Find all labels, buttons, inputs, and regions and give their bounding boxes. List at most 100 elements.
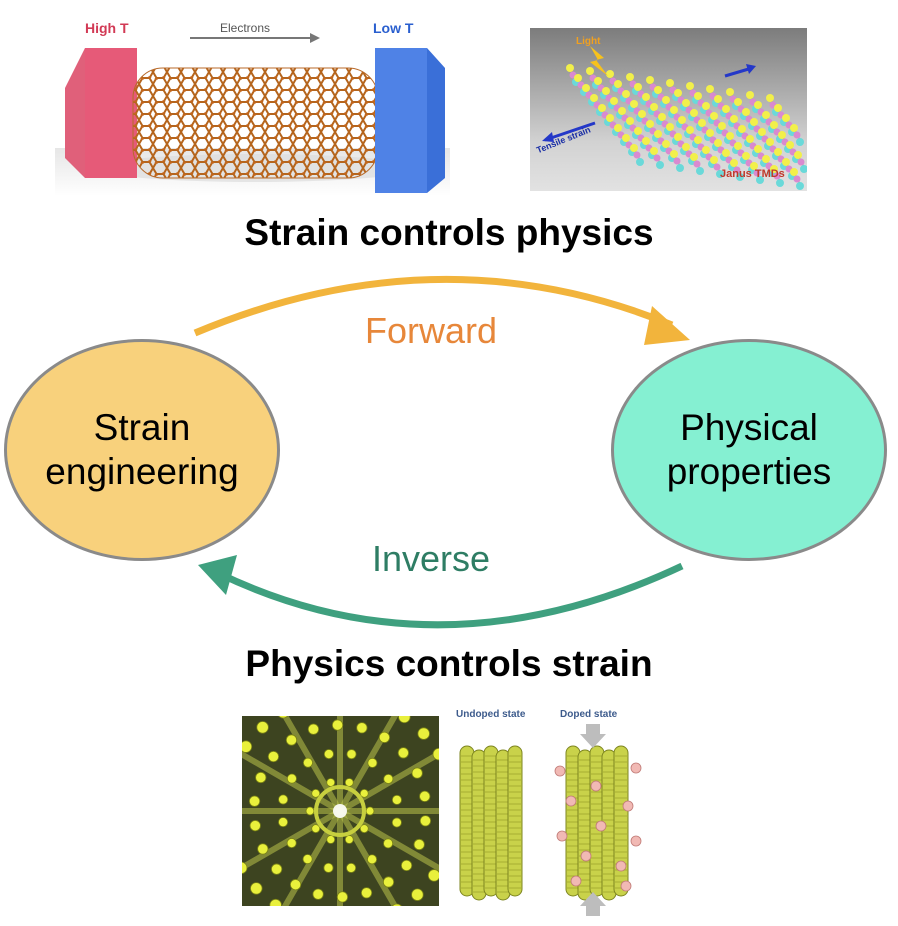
yellow-atom	[674, 89, 682, 97]
nanotube-thermal-illustration: High T Electrons Low T	[55, 18, 450, 196]
yellow-atom	[762, 155, 770, 163]
pink-atom	[673, 157, 681, 165]
yellow-atom	[750, 118, 758, 126]
tensile-arrow-right	[724, 66, 753, 78]
cyan-atom	[756, 176, 764, 184]
yellow-atom	[742, 108, 750, 116]
cyan-atom	[656, 161, 664, 169]
light-bolt	[590, 46, 608, 76]
compression-arrow-top	[580, 724, 606, 748]
yellow-atom	[770, 121, 778, 129]
yellow-atom	[794, 151, 802, 159]
compression-arrow-bottom	[580, 892, 606, 916]
physical-properties-node: Physical properties	[611, 339, 887, 561]
yellow-atom	[658, 113, 666, 121]
yellow-atom	[754, 101, 762, 109]
yellow-atom	[778, 131, 786, 139]
nanotube-bundle-crosssection	[242, 716, 439, 906]
yellow-atom	[742, 152, 750, 160]
pink-atom	[773, 172, 781, 180]
yellow-atom	[694, 136, 702, 144]
yellow-atom	[634, 127, 642, 135]
yellow-atom	[630, 100, 638, 108]
pink-atom	[797, 158, 805, 166]
yellow-atom	[594, 77, 602, 85]
low-t-label: Low T	[373, 20, 414, 36]
yellow-atom	[790, 168, 798, 176]
strain-engineering-line1: Strain	[93, 407, 191, 448]
yellow-atom	[774, 148, 782, 156]
yellow-atom	[666, 123, 674, 131]
strain-engineering-line2: engineering	[45, 451, 239, 492]
yellow-atom	[750, 162, 758, 170]
cyan-atom	[716, 170, 724, 178]
yellow-atom	[654, 130, 662, 138]
doped-bundle-illustration: Undoped state Doped state	[448, 706, 648, 916]
yellow-atom	[726, 132, 734, 140]
yellow-atom	[738, 125, 746, 133]
pink-atom	[793, 175, 801, 183]
forward-arrow	[193, 275, 674, 337]
nanotube-thermal-graphic	[55, 33, 450, 196]
yellow-atom	[746, 135, 754, 143]
yellow-atom	[662, 96, 670, 104]
yellow-atom	[622, 90, 630, 98]
pink-atom	[793, 131, 801, 139]
yellow-atom	[642, 137, 650, 145]
yellow-atom	[650, 147, 658, 155]
inverse-label: Inverse	[372, 538, 491, 579]
yellow-atom	[670, 150, 678, 158]
yellow-atom	[766, 94, 774, 102]
yellow-atom	[710, 112, 718, 120]
yellow-atom	[586, 67, 594, 75]
inverse-arrowhead	[198, 555, 237, 595]
yellow-atom	[754, 145, 762, 153]
yellow-atom	[702, 146, 710, 154]
yellow-atom	[746, 91, 754, 99]
tensile-arrow-left	[544, 121, 596, 142]
pink-atom	[653, 154, 661, 162]
yellow-atom	[722, 149, 730, 157]
forward-arrowhead	[644, 306, 690, 345]
pink-atom	[733, 166, 741, 174]
pink-atom	[693, 160, 701, 168]
yellow-atom	[638, 110, 646, 118]
yellow-atom	[666, 79, 674, 87]
yellow-atom	[774, 104, 782, 112]
yellow-atom	[642, 93, 650, 101]
high-t-label: High T	[85, 20, 129, 36]
yellow-atom	[790, 124, 798, 132]
undoped-state-label: Undoped state	[456, 709, 526, 720]
yellow-atom	[626, 117, 634, 125]
yellow-atom	[602, 87, 610, 95]
yellow-atom	[614, 80, 622, 88]
yellow-atom	[694, 92, 702, 100]
yellow-atom	[690, 153, 698, 161]
yellow-atom	[646, 76, 654, 84]
yellow-atom	[606, 114, 614, 122]
yellow-atom	[574, 74, 582, 82]
yellow-atom	[646, 120, 654, 128]
yellow-atom	[590, 94, 598, 102]
yellow-atom	[714, 95, 722, 103]
yellow-atom	[690, 109, 698, 117]
physical-properties-line2: properties	[666, 451, 832, 492]
yellow-atom	[714, 139, 722, 147]
yellow-atom	[626, 73, 634, 81]
yellow-atom	[726, 88, 734, 96]
yellow-atom	[730, 159, 738, 167]
yellow-atom	[706, 85, 714, 93]
yellow-atom	[582, 84, 590, 92]
doped-bundle-graphic	[459, 724, 642, 916]
yellow-atom	[706, 129, 714, 137]
yellow-atom	[762, 111, 770, 119]
cyan-atom	[796, 138, 804, 146]
cyan-atom	[776, 179, 784, 187]
yellow-atom	[610, 97, 618, 105]
yellow-atom	[622, 134, 630, 142]
yellow-atom	[710, 156, 718, 164]
yellow-atom	[650, 103, 658, 111]
doped-state-label: Doped state	[560, 709, 618, 720]
yellow-atom	[634, 83, 642, 91]
